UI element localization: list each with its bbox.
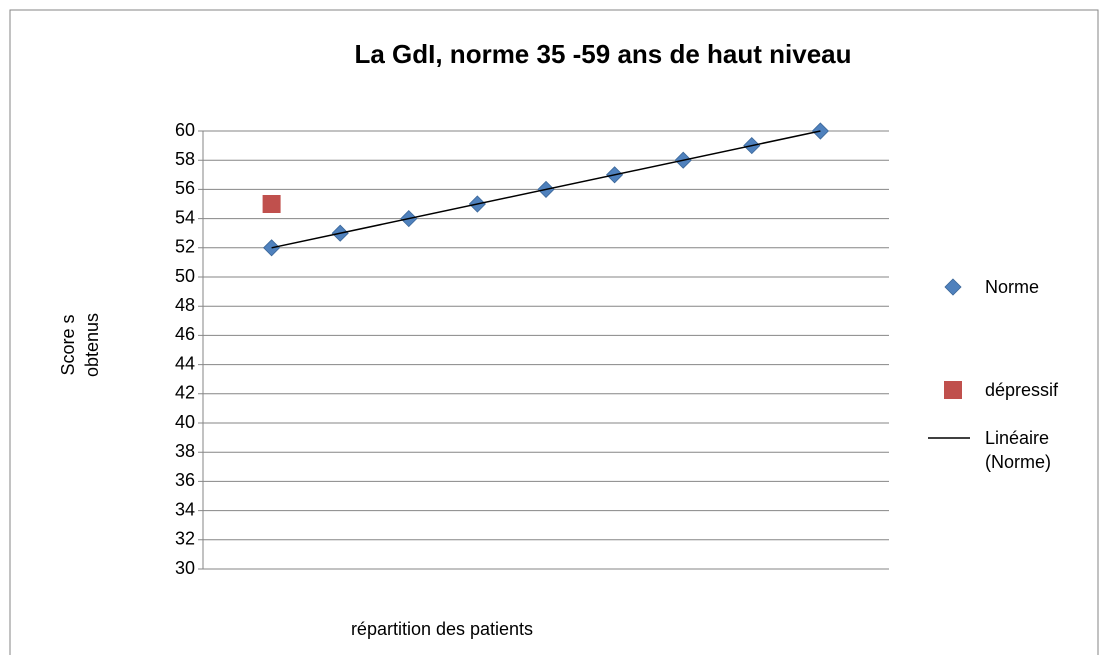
legend-label: Norme (985, 277, 1040, 297)
y-tick-label: 32 (175, 529, 195, 549)
y-tick-label: 30 (175, 558, 195, 578)
y-tick-label: 56 (175, 178, 195, 198)
y-tick-label: 40 (175, 412, 195, 432)
y-tick-label: 46 (175, 324, 195, 344)
chart-border (9, 9, 1099, 655)
y-tick-label: 58 (175, 149, 195, 169)
y-axis-label: Score s obtenus (58, 312, 102, 378)
legend-marker (944, 381, 962, 399)
chart-title: La GdI, norme 35 -59 ans de haut niveau (354, 39, 851, 69)
y-tick-label: 42 (175, 383, 195, 403)
x-axis-label: répartition des patients (351, 619, 533, 639)
y-tick-label: 52 (175, 237, 195, 257)
y-tick-label: 44 (175, 353, 195, 373)
legend-label: dépressif (985, 380, 1059, 400)
y-tick-label: 60 (175, 120, 195, 140)
legend-label: Linéaire (Norme) (985, 428, 1051, 472)
data-point (262, 195, 281, 213)
trend-line (271, 130, 821, 249)
y-tick-label: 54 (175, 207, 195, 227)
legend-marker (944, 278, 962, 296)
y-tick-label: 34 (175, 499, 195, 519)
y-tick-label: 50 (175, 266, 195, 286)
y-tick-label: 36 (175, 470, 195, 490)
y-tick-label: 48 (175, 295, 195, 315)
y-tick-label: 38 (175, 441, 195, 461)
